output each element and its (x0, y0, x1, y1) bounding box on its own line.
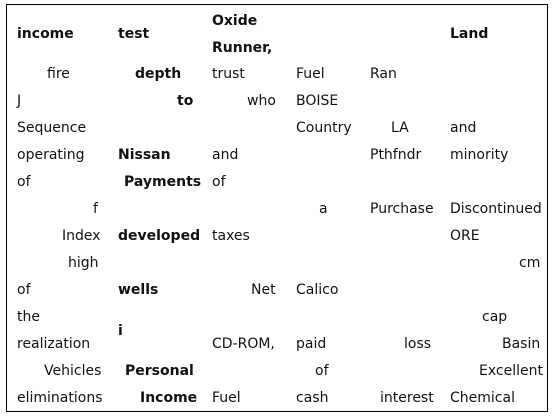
table-cell: realization (17, 336, 91, 352)
table-cell: developed (118, 228, 201, 244)
table-cell: Income (140, 390, 198, 406)
table-cell: high (68, 255, 99, 271)
table-cell: the (17, 309, 40, 325)
table-frame (6, 4, 548, 412)
table-cell: Nissan (118, 147, 171, 163)
table-cell: loss (404, 336, 432, 352)
table-cell: Fuel (296, 66, 325, 82)
table-cell: Vehicles (44, 363, 102, 379)
header-col1: income (17, 26, 74, 42)
table-cell: trust (212, 66, 245, 82)
table-cell: Payments (124, 174, 202, 190)
table-cell: Discontinued (450, 201, 542, 217)
table-cell: Fuel (212, 390, 241, 406)
header-col6: Land (450, 26, 489, 42)
table-cell: i (118, 323, 123, 339)
table-cell: and (450, 120, 477, 136)
table-cell: Chemical (450, 390, 515, 406)
table-cell: Sequence (17, 120, 87, 136)
table-cell: of (212, 174, 226, 190)
table-cell: who (247, 93, 276, 109)
table-cell: cm (519, 255, 541, 271)
table-cell: eliminations (17, 390, 103, 406)
table-cell: of (17, 282, 31, 298)
table-cell: Purchase (370, 201, 434, 217)
table-cell: depth (135, 66, 182, 82)
table-cell: Excellent (479, 363, 543, 379)
table-cell: BOISE (296, 93, 339, 109)
table-cell: taxes (212, 228, 250, 244)
table-cell: fire (47, 66, 70, 82)
table-cell: LA (391, 120, 409, 136)
table-cell: J (17, 93, 22, 109)
table-cell: minority (450, 147, 509, 163)
table-cell: a (319, 201, 328, 217)
table-cell: of (315, 363, 329, 379)
table-cell: Basin (502, 336, 541, 352)
table-cell: and (212, 147, 239, 163)
header-col2: test (118, 26, 150, 42)
table-cell: cash (296, 390, 329, 406)
header-col3-line2: Runner, (212, 40, 273, 56)
table-cell: Pthfndr (370, 147, 422, 163)
table-cell: f (93, 201, 98, 217)
table-cell: Ran (370, 66, 397, 82)
table-cell: Calico (296, 282, 339, 298)
table-cell: of (17, 174, 31, 190)
table-cell: Net (251, 282, 276, 298)
table-cell: wells (118, 282, 159, 298)
table-cell: paid (296, 336, 327, 352)
table-cell: CD-ROM, (212, 336, 275, 352)
table-cell: Country (296, 120, 352, 136)
header-col3-line1: Oxide (212, 13, 258, 29)
table-cell: ORE (450, 228, 480, 244)
table-cell: operating (17, 147, 85, 163)
table-cell: interest (380, 390, 434, 406)
table-cell: Personal (125, 363, 194, 379)
table-cell: Index (62, 228, 101, 244)
table-cell: cap (482, 309, 508, 325)
table-cell: to (177, 93, 194, 109)
